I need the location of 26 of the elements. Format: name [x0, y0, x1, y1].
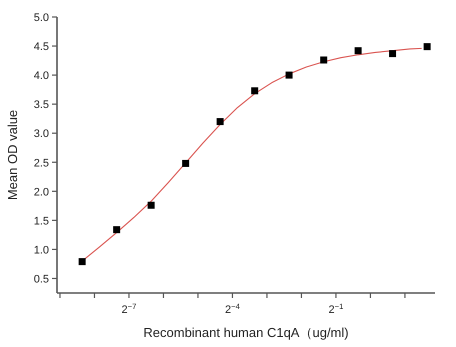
point — [113, 226, 120, 234]
y-tick-label: 0.5 — [34, 273, 49, 286]
point — [320, 56, 328, 64]
point — [251, 87, 258, 94]
x-title: Recombinant human C1qA（ug/ml) — [143, 325, 349, 340]
y-tick-label: 2.5 — [34, 157, 49, 170]
y-title: Mean OD value — [5, 110, 20, 200]
y-tick-label: 4.0 — [34, 70, 49, 82]
point — [148, 202, 155, 209]
x-tick-label: 2$^{−4}$ — [225, 302, 241, 316]
y-tick-label: 5.0 — [34, 12, 49, 24]
y-tick-label: 4.5 — [34, 41, 49, 54]
point — [78, 258, 86, 266]
y-tick-label: 1.0 — [34, 244, 49, 256]
point — [286, 72, 293, 79]
point — [216, 118, 224, 126]
point — [389, 50, 396, 58]
y-tick-label: 2.0 — [34, 186, 49, 198]
point — [354, 47, 362, 54]
y-tick-label: 1.5 — [34, 215, 49, 228]
y-tick-label: 3.5 — [34, 99, 49, 112]
x-tick-label: 2$^{−1}$ — [328, 302, 344, 316]
y-tick-label: 3.0 — [34, 128, 49, 140]
x-tick-label: 2$^{−7}$ — [122, 302, 136, 316]
point — [182, 160, 190, 167]
point — [424, 43, 431, 50]
